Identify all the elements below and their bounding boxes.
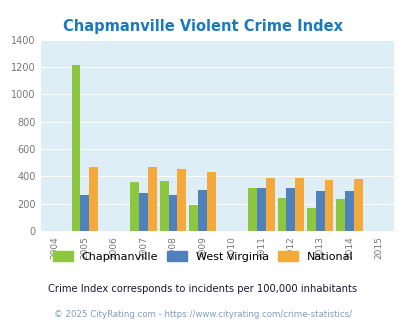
Bar [277, 197, 286, 231]
Bar [139, 193, 148, 231]
Bar [353, 179, 362, 231]
Bar [336, 199, 344, 231]
Bar [168, 195, 177, 231]
Bar [344, 191, 353, 231]
Bar [256, 188, 265, 231]
Text: Chapmanville Violent Crime Index: Chapmanville Violent Crime Index [63, 19, 342, 34]
Bar [80, 195, 89, 231]
Bar [148, 167, 156, 231]
Bar [89, 167, 98, 231]
Text: © 2025 CityRating.com - https://www.cityrating.com/crime-statistics/: © 2025 CityRating.com - https://www.city… [54, 310, 351, 319]
Bar [324, 181, 333, 231]
Bar [71, 65, 80, 231]
Bar [189, 205, 198, 231]
Bar [315, 191, 324, 231]
Bar [130, 182, 139, 231]
Bar [198, 190, 207, 231]
Bar [247, 188, 256, 231]
Bar [306, 209, 315, 231]
Bar [177, 170, 186, 231]
Text: Crime Index corresponds to incidents per 100,000 inhabitants: Crime Index corresponds to incidents per… [48, 284, 357, 294]
Bar [265, 178, 274, 231]
Bar [160, 181, 168, 231]
Legend: Chapmanville, West Virginia, National: Chapmanville, West Virginia, National [49, 248, 356, 266]
Bar [207, 172, 215, 231]
Bar [294, 178, 303, 231]
Bar [286, 188, 294, 231]
